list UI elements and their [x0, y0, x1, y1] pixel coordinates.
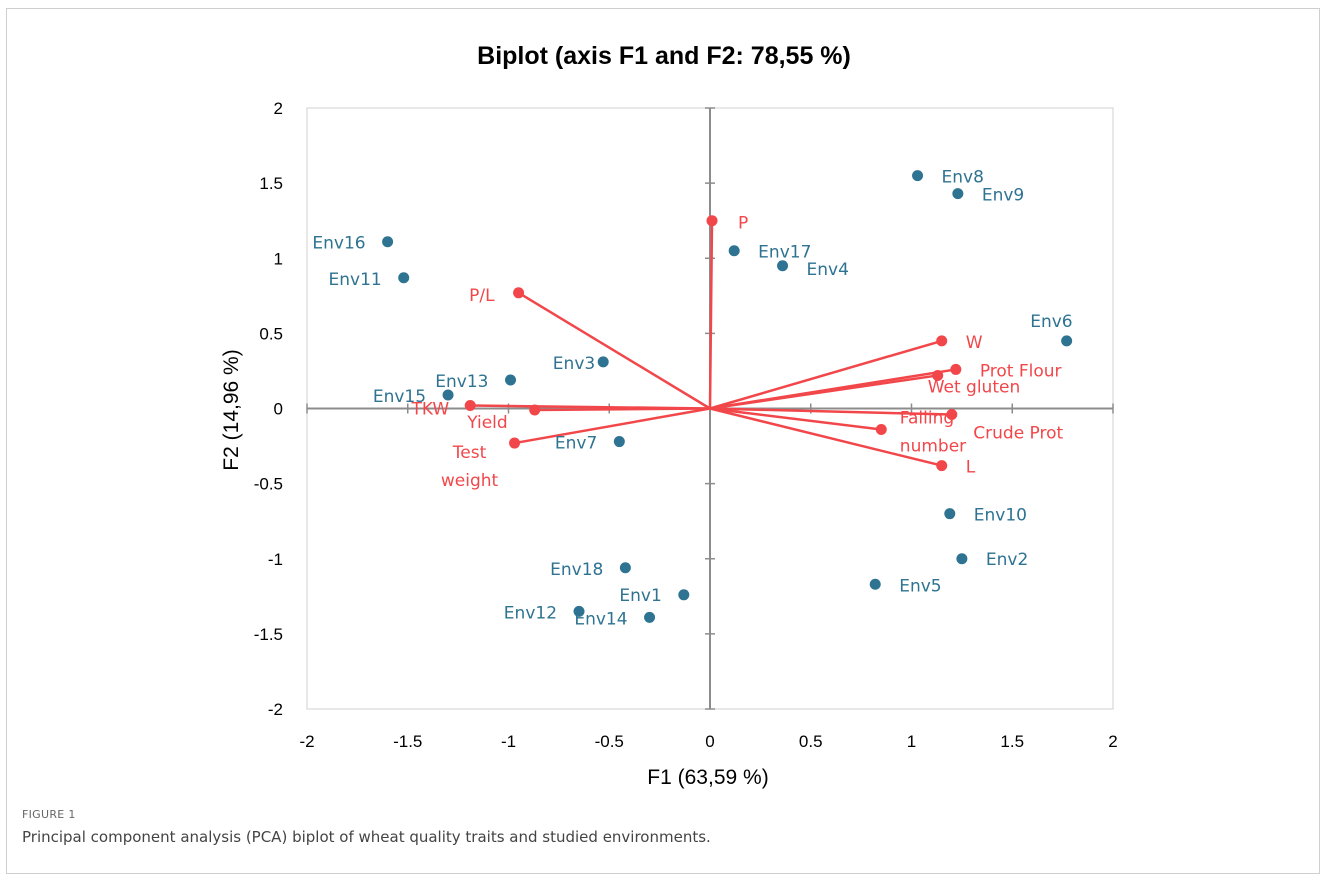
- x-tick-label: -2: [299, 732, 314, 751]
- trait-label: TKW: [410, 399, 449, 419]
- environment-label: Env16: [312, 234, 365, 254]
- environment-point: [442, 389, 454, 401]
- y-tick-label: 2: [274, 99, 283, 118]
- trait-point: [946, 409, 958, 421]
- environment-label: Env1: [619, 586, 661, 606]
- environment-point: [573, 605, 585, 617]
- figure-caption: Principal component analysis (PCA) biplo…: [22, 828, 711, 846]
- environment-point: [944, 508, 956, 520]
- biplot-chart: Biplot (axis F1 and F2: 78,55 %) -2 -1.5 -…: [220, 42, 1118, 789]
- trait-point: [529, 404, 541, 416]
- environment-label: Env18: [550, 560, 603, 580]
- x-tick-label: -1: [501, 732, 516, 751]
- chart-title: Biplot (axis F1 and F2: 78,55 %): [477, 42, 851, 70]
- trait-vector: [514, 407, 711, 445]
- environment-label: Env12: [504, 603, 557, 623]
- trait-vector: [534, 407, 711, 412]
- environment-point: [1061, 335, 1073, 347]
- trait-vector: [708, 220, 714, 409]
- environment-label: Env15: [373, 387, 426, 407]
- y-tick-label: 0.5: [259, 324, 283, 343]
- environment-point: [678, 589, 690, 601]
- environment-label: Env8: [942, 168, 984, 188]
- environment-point: [956, 553, 968, 565]
- x-tick-label: -0.5: [595, 732, 624, 751]
- y-tick-label: -1.5: [254, 625, 283, 644]
- x-tick-label: 0: [705, 732, 714, 751]
- y-axis-label: F2 (14,96 %): [220, 349, 243, 470]
- figure-frame: [6, 8, 1320, 874]
- y-tick-label: 0: [274, 400, 283, 419]
- trait-vector: [709, 407, 943, 467]
- environment-label: Env14: [574, 609, 627, 629]
- environment-label: Env2: [986, 550, 1028, 570]
- environment-point: [619, 562, 631, 574]
- trait-label: W: [966, 333, 983, 353]
- y-tick-label: 1: [274, 249, 283, 268]
- trait-label: L: [966, 458, 976, 478]
- x-tick-label: -1.5: [393, 732, 422, 751]
- trait-vector: [709, 407, 882, 431]
- trait-vector: [517, 291, 711, 410]
- environment-point: [777, 260, 789, 272]
- trait-point: [509, 437, 521, 449]
- trait-point: [932, 369, 944, 381]
- environment-label: Env7: [555, 434, 597, 454]
- environment-label: Env5: [899, 576, 941, 596]
- environment-point: [952, 188, 964, 200]
- environment-label: Env3: [553, 354, 595, 374]
- environment-label: Env17: [758, 243, 811, 263]
- trait-point: [464, 399, 476, 411]
- environment-label: Env10: [974, 506, 1027, 526]
- environment-point: [382, 236, 394, 248]
- trait-point: [513, 287, 525, 299]
- trait-label: Crude Prot: [973, 424, 1063, 444]
- environment-point: [398, 272, 410, 284]
- environment-label: Env4: [807, 260, 849, 280]
- trait-vector: [709, 407, 952, 416]
- y-tick-label: 1.5: [259, 174, 283, 193]
- trait-label: Prot Flour: [980, 361, 1062, 381]
- trait-label: Yield: [466, 413, 507, 433]
- trait-vector: [709, 374, 938, 410]
- environment-label: Env13: [435, 372, 488, 392]
- trait-vector: [709, 339, 943, 410]
- trait-point: [875, 424, 887, 436]
- figure-label: FIGURE 1: [22, 808, 76, 821]
- trait-point: [950, 363, 962, 375]
- y-tick-label: -2: [268, 700, 283, 719]
- trait-point: [936, 460, 948, 472]
- y-tick-label: -1: [268, 550, 283, 569]
- trait-label: Test weight: [441, 443, 499, 491]
- x-tick-label: 1.5: [1000, 732, 1024, 751]
- environment-label: Env9: [982, 186, 1024, 206]
- trait-point: [936, 335, 948, 347]
- trait-point: [706, 215, 718, 227]
- trait-label: Wet gluten: [928, 377, 1021, 397]
- x-axis-label: F1 (63,59 %): [647, 766, 768, 789]
- trait-label: P/L: [469, 286, 495, 306]
- trait-label: Falling number: [900, 409, 966, 457]
- environment-point: [728, 245, 740, 257]
- environment-point: [644, 611, 656, 623]
- environment-label: Env6: [1030, 312, 1072, 332]
- x-tick-label: 0.5: [799, 732, 823, 751]
- x-tick-label: 2: [1108, 732, 1117, 751]
- x-tick-label: 1: [907, 732, 916, 751]
- trait-label: P: [738, 214, 748, 234]
- environment-point: [613, 436, 625, 448]
- environment-point: [597, 356, 609, 368]
- y-tick-label: -0.5: [254, 475, 283, 494]
- environment-point: [869, 578, 881, 590]
- environment-point: [505, 374, 517, 386]
- environment-point: [912, 170, 924, 182]
- environment-label: Env11: [329, 270, 382, 290]
